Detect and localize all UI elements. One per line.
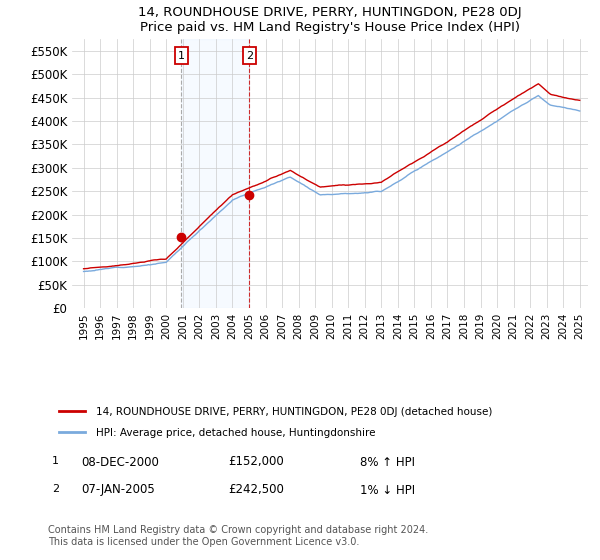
Text: £152,000: £152,000 (228, 455, 284, 469)
Bar (181, 39, 250, 308)
Text: 1: 1 (178, 50, 185, 60)
Text: £242,500: £242,500 (228, 483, 284, 497)
Text: 1: 1 (52, 456, 59, 466)
Text: 08-DEC-2000: 08-DEC-2000 (81, 455, 159, 469)
Text: Contains HM Land Registry data © Crown copyright and database right 2024.
This d: Contains HM Land Registry data © Crown c… (48, 525, 428, 547)
Text: 2: 2 (52, 484, 59, 494)
Text: 07-JAN-2005: 07-JAN-2005 (81, 483, 155, 497)
Text: 8% ↑ HPI: 8% ↑ HPI (360, 455, 415, 469)
Text: 14, ROUNDHOUSE DRIVE, PERRY, HUNTINGDON, PE28 0DJ (detached house): 14, ROUNDHOUSE DRIVE, PERRY, HUNTINGDON,… (95, 407, 492, 417)
Text: 1% ↓ HPI: 1% ↓ HPI (360, 483, 415, 497)
Text: 2: 2 (246, 50, 253, 60)
Title: 14, ROUNDHOUSE DRIVE, PERRY, HUNTINGDON, PE28 0DJ
Price paid vs. HM Land Registr: 14, ROUNDHOUSE DRIVE, PERRY, HUNTINGDON,… (138, 6, 522, 34)
Text: HPI: Average price, detached house, Huntingdonshire: HPI: Average price, detached house, Hunt… (95, 428, 375, 438)
